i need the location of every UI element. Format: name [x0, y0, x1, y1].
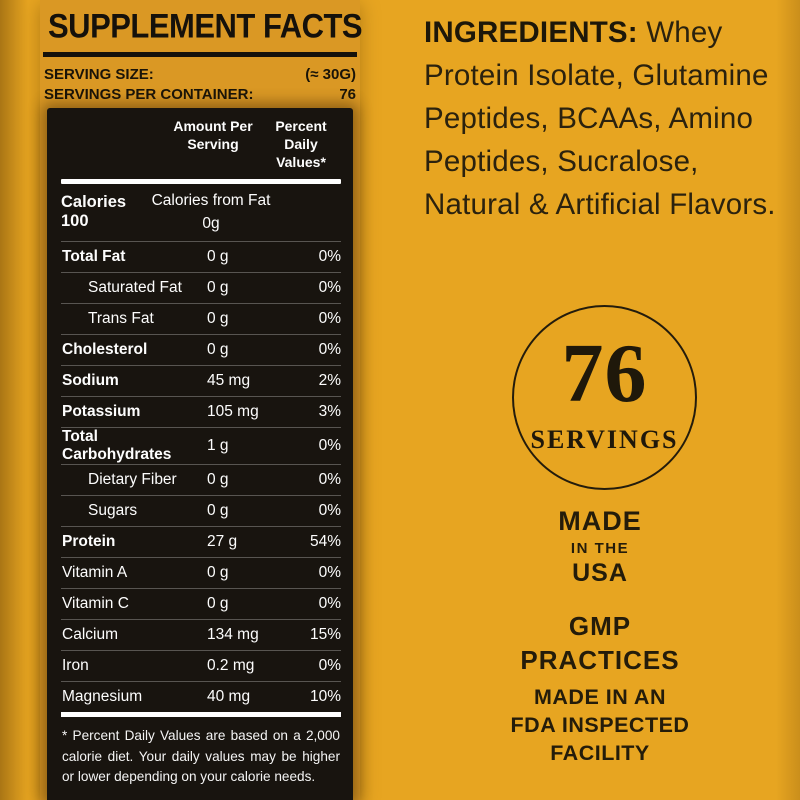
- nutrient-amount: 1 g: [207, 436, 229, 454]
- servings-badge-caption: SERVINGS: [530, 425, 679, 454]
- nutrient-amount: 105 mg: [207, 402, 259, 420]
- fda-line3: FACILITY: [550, 740, 650, 765]
- nutrient-daily-value: 0%: [318, 470, 341, 488]
- nutrient-name: Cholesterol: [62, 340, 148, 358]
- calories-from-fat: Calories from Fat 0g: [151, 191, 271, 233]
- nutrient-amount: 45 mg: [207, 371, 251, 389]
- nutrient-row: Protein 27 g 54%: [61, 525, 341, 557]
- calories-row: Calories 100 Calories from Fat 0g: [61, 184, 341, 241]
- nutrient-name: Iron: [62, 656, 89, 674]
- title-divider: [43, 52, 357, 57]
- made-in-usa-stamp: MADE IN THE USA: [470, 506, 730, 588]
- supplement-facts-title: SUPPLEMENT FACTS: [48, 6, 363, 46]
- servings-per-container-row: SERVINGS PER CONTAINER: 76: [40, 85, 360, 105]
- nutrient-name: Vitamin C: [62, 594, 129, 612]
- nutrient-daily-value: 54%: [309, 532, 341, 550]
- serving-size-row: SERVING SIZE: (≈ 30G): [40, 65, 360, 85]
- servings-badge: 76 SERVINGS: [512, 305, 697, 490]
- nutrient-row: Iron 0.2 mg 0%: [61, 649, 341, 681]
- nutrient-row: Sodium 45 mg 2%: [61, 364, 341, 396]
- daily-values-footnote: * Percent Daily Values are based on a 2,…: [61, 712, 341, 800]
- nutrient-name: Magnesium: [62, 687, 143, 705]
- header-divider: [61, 178, 341, 184]
- gmp-line1: GMP: [568, 611, 632, 641]
- nutrient-name: Sugars: [88, 501, 138, 519]
- nutrient-daily-value: 0%: [318, 501, 341, 519]
- nutrient-name: Total Fat: [62, 247, 126, 265]
- nutrient-amount: 0 g: [207, 340, 229, 358]
- nutrient-row: Vitamin C 0 g 0%: [61, 587, 341, 619]
- nutrient-name: Protein: [62, 532, 116, 550]
- nutrient-daily-value: 0%: [318, 247, 341, 265]
- nutrient-daily-value: 0%: [318, 436, 341, 454]
- nutrient-amount: 0 g: [207, 309, 229, 327]
- nutrient-row: Vitamin A 0 g 0%: [61, 556, 341, 588]
- nutrient-row: Cholesterol 0 g 0%: [61, 333, 341, 365]
- nutrient-rows: Total Fat 0 g 0% Saturated Fat 0 g 0% Trans Fa…: [61, 240, 341, 712]
- fda-facility-stamp: MADE IN AN FDA INSPECTED FACILITY: [450, 684, 750, 768]
- nutrient-name: Total Carbohydrates: [62, 427, 172, 463]
- nutrient-name: Saturated Fat: [88, 278, 182, 296]
- nutrient-row: Calcium 134 mg 15%: [61, 618, 341, 650]
- nutrient-name: Potassium: [62, 402, 141, 420]
- nutrient-row: Magnesium 40 mg 10%: [61, 680, 341, 712]
- nutrient-amount: 0 g: [207, 501, 229, 519]
- gmp-practices-stamp: GMP PRACTICES: [470, 610, 730, 678]
- serving-size-value: (≈ 30G): [305, 66, 356, 83]
- nutrient-daily-value: 2%: [318, 371, 341, 389]
- nutrient-row: Potassium 105 mg 3%: [61, 395, 341, 427]
- serving-size-label: SERVING SIZE:: [44, 66, 154, 83]
- supplement-facts-label: SUPPLEMENT FACTS SERVING SIZE: (≈ 30G) S…: [40, 0, 363, 800]
- nutrient-amount: 27 g: [207, 532, 238, 550]
- nutrient-daily-value: 15%: [309, 625, 341, 643]
- nutrient-name: Sodium: [62, 371, 119, 389]
- nutrient-row: Dietary Fiber 0 g 0%: [61, 463, 341, 495]
- column-percent-daily-values: Percent Daily Values*: [275, 118, 327, 171]
- nutrition-panel: Amount Per Serving Percent Daily Values*…: [47, 108, 353, 800]
- nutrient-amount: 40 mg: [207, 687, 251, 705]
- nutrient-daily-value: 0%: [318, 563, 341, 581]
- nutrient-daily-value: 10%: [309, 687, 341, 705]
- nutrient-row: Total Fat 0 g 0%: [61, 240, 341, 272]
- nutrient-amount: 0.2 mg: [207, 656, 255, 674]
- nutrient-daily-value: 3%: [318, 402, 341, 420]
- column-amount-per-serving: Amount Per Serving: [173, 118, 253, 153]
- nutrient-name: Trans Fat: [88, 309, 154, 327]
- nutrient-row: Trans Fat 0 g 0%: [61, 302, 341, 334]
- nutrient-row: Total Carbohydrates 1 g 0%: [61, 426, 341, 464]
- nutrient-amount: 134 mg: [207, 625, 259, 643]
- nutrient-daily-value: 0%: [318, 309, 341, 327]
- gmp-line2: PRACTICES: [520, 644, 680, 675]
- servings-per-container-value: 76: [339, 86, 356, 103]
- nutrient-row: Saturated Fat 0 g 0%: [61, 271, 341, 303]
- nutrient-name: Vitamin A: [62, 563, 128, 581]
- nutrient-daily-value: 0%: [318, 340, 341, 358]
- fda-line1: MADE IN AN: [533, 685, 666, 709]
- made-in-usa-line2: IN THE: [570, 540, 630, 557]
- ingredients-heading: INGREDIENTS:: [424, 16, 638, 49]
- fda-line2: FDA INSPECTED: [510, 712, 690, 737]
- ingredients-list: Whey Protein Isolate, Glutamine Peptides…: [424, 16, 776, 221]
- nutrient-daily-value: 0%: [318, 594, 341, 612]
- made-in-usa-line3: USA: [572, 559, 628, 587]
- nutrient-daily-value: 0%: [318, 656, 341, 674]
- nutrition-table-header: Amount Per Serving Percent Daily Values*: [61, 108, 341, 172]
- nutrient-name: Dietary Fiber: [88, 470, 177, 488]
- nutrient-daily-value: 0%: [318, 278, 341, 296]
- nutrient-row: Sugars 0 g 0%: [61, 494, 341, 526]
- nutrient-amount: 0 g: [207, 278, 229, 296]
- servings-per-container-label: SERVINGS PER CONTAINER:: [44, 86, 254, 103]
- nutrient-amount: 0 g: [207, 594, 229, 612]
- nutrient-amount: 0 g: [207, 470, 229, 488]
- made-in-usa-line1: MADE: [558, 506, 642, 536]
- header-spacer: [61, 117, 165, 172]
- servings-badge-number: 76: [561, 327, 648, 420]
- calories-label: Calories 100: [61, 193, 127, 231]
- nutrient-amount: 0 g: [207, 247, 229, 265]
- ingredients-paragraph: INGREDIENTS: Whey Protein Isolate, Gluta…: [424, 11, 800, 226]
- nutrient-name: Calcium: [62, 625, 118, 643]
- nutrient-amount: 0 g: [207, 563, 229, 581]
